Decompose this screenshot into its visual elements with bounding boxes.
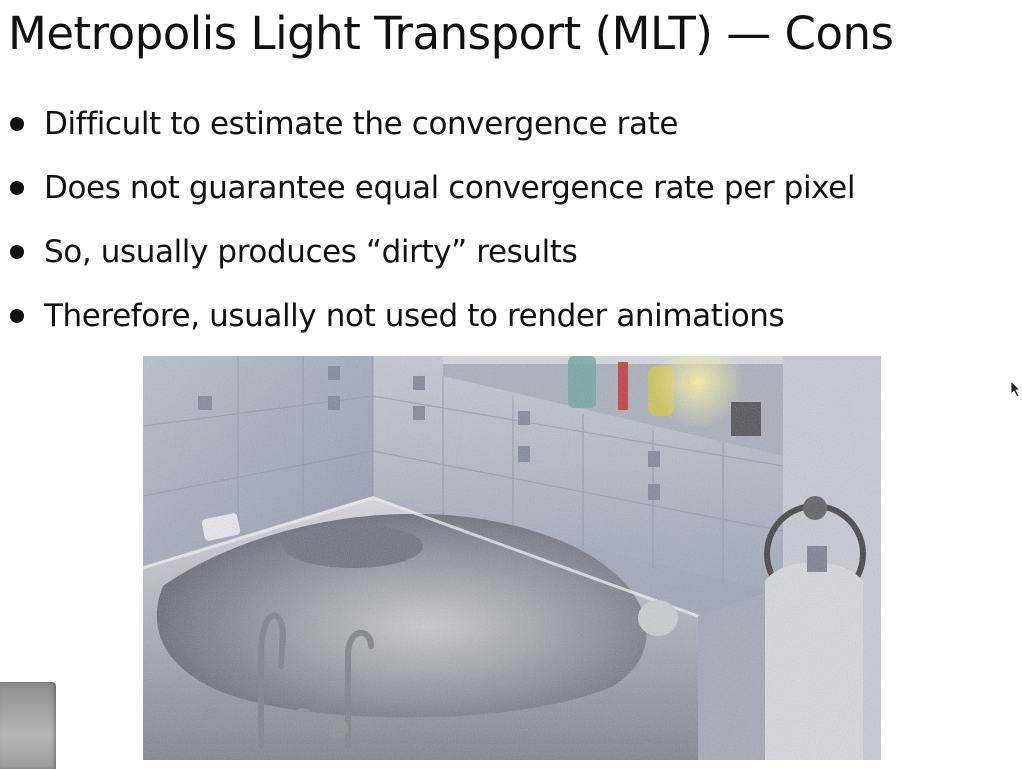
bullet-dot-icon — [10, 309, 24, 323]
bullet-dot-icon — [10, 181, 24, 195]
bullet-dot-icon — [10, 245, 24, 259]
bullet-text: Does not guarantee equal convergence rat… — [44, 170, 856, 206]
bullet-text: So, usually produces “dirty” results — [44, 234, 578, 270]
bullet-item: Therefore, usually not used to render an… — [10, 284, 855, 348]
mouse-cursor-icon — [1011, 381, 1021, 397]
bullet-dot-icon — [10, 117, 24, 131]
bullet-item: Does not guarantee equal convergence rat… — [10, 156, 855, 220]
bullet-item: So, usually produces “dirty” results — [10, 220, 855, 284]
mlt-bathroom-render-image — [143, 356, 881, 760]
slide-title: Metropolis Light Transport (MLT) — Cons — [8, 7, 894, 60]
bullet-text: Difficult to estimate the convergence ra… — [44, 106, 679, 142]
bullet-item: Difficult to estimate the convergence ra… — [10, 92, 855, 156]
bullet-list: Difficult to estimate the convergence ra… — [10, 92, 855, 348]
presenter-thumbnail — [0, 682, 56, 769]
bullet-text: Therefore, usually not used to render an… — [44, 298, 785, 334]
